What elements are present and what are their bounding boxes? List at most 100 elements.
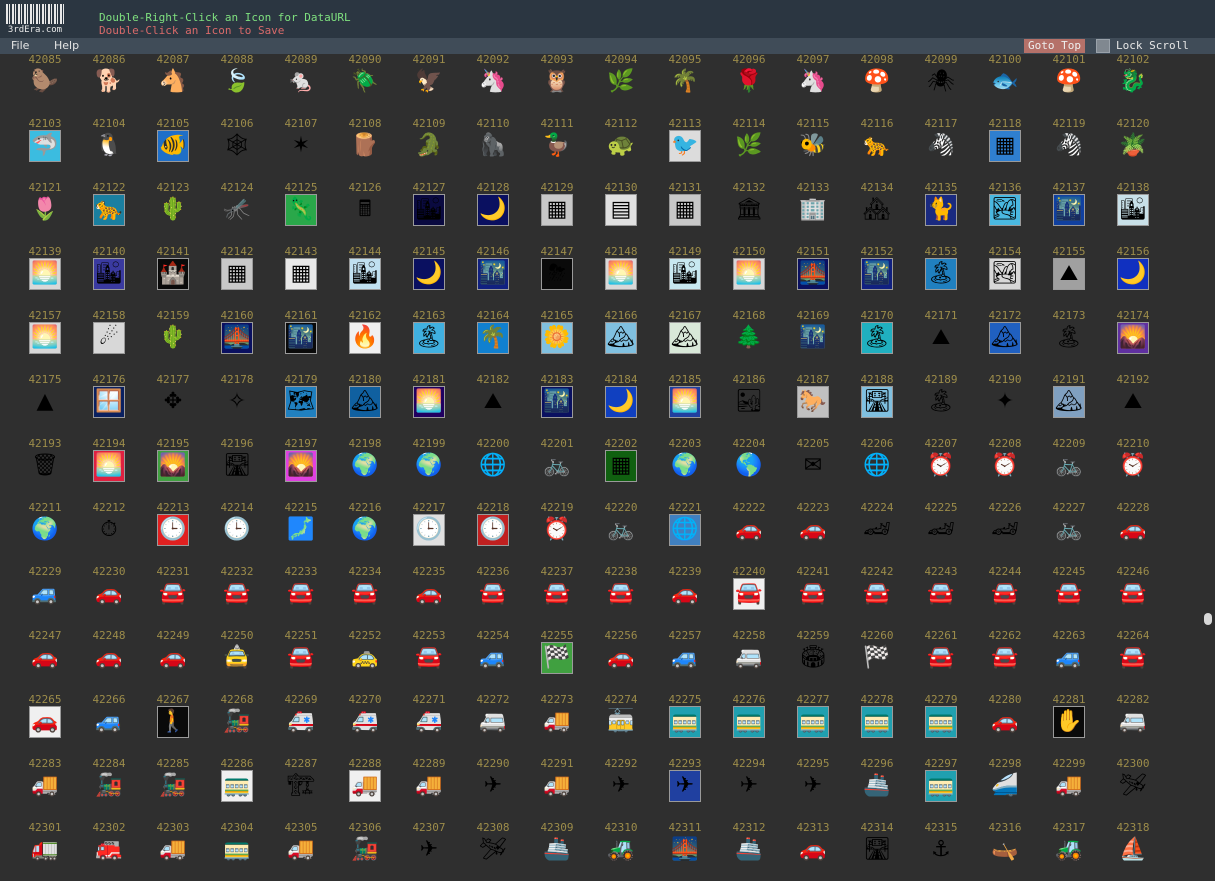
clipart-icon[interactable]: 🗑 bbox=[31, 453, 59, 478]
icon-cell[interactable]: 42228 🚗 bbox=[1101, 502, 1165, 566]
clipart-icon[interactable]: 🚘 bbox=[863, 581, 891, 606]
icon-cell[interactable]: 42244 🚘 bbox=[973, 566, 1037, 630]
icon-cell[interactable]: 42223 🚗 bbox=[781, 502, 845, 566]
clipart-icon[interactable]: 🌿 bbox=[735, 133, 763, 158]
clipart-icon[interactable]: 🏙 bbox=[413, 194, 445, 226]
clipart-icon[interactable]: 🏎 bbox=[991, 517, 1019, 542]
icon-cell[interactable]: 42102 🐉 bbox=[1101, 54, 1165, 118]
clipart-icon[interactable]: 🚃 bbox=[925, 706, 957, 738]
icon-cell[interactable]: 42120 🪴 bbox=[1101, 118, 1165, 182]
icon-cell[interactable]: 42254 🚙 bbox=[461, 630, 525, 694]
clipart-icon[interactable]: 🦈 bbox=[29, 130, 61, 162]
clipart-icon[interactable]: 🚘 bbox=[1055, 581, 1083, 606]
clipart-icon[interactable]: ▦ bbox=[285, 258, 317, 290]
clipart-icon[interactable]: 🚲 bbox=[607, 517, 635, 542]
icon-cell[interactable]: 42089 🐁 bbox=[269, 54, 333, 118]
icon-cell[interactable]: 42299 🚚 bbox=[1037, 758, 1101, 822]
icon-cell[interactable]: 42226 🏎 bbox=[973, 502, 1037, 566]
icon-cell[interactable]: 42183 🌃 bbox=[525, 374, 589, 438]
lock-scroll-checkbox[interactable] bbox=[1096, 39, 1110, 53]
icon-cell[interactable]: 42266 🚙 bbox=[77, 694, 141, 758]
icon-cell[interactable]: 42170 🏝 bbox=[845, 310, 909, 374]
icon-cell[interactable]: 42268 🚂 bbox=[205, 694, 269, 758]
clipart-icon[interactable]: 🕒 bbox=[413, 514, 445, 546]
icon-cell[interactable]: 42190 ✦ bbox=[973, 374, 1037, 438]
icon-cell[interactable]: 42278 🚃 bbox=[845, 694, 909, 758]
icon-cell[interactable]: 42281 ✋ bbox=[1037, 694, 1101, 758]
clipart-icon[interactable]: 🚗 bbox=[799, 837, 827, 862]
clipart-icon[interactable]: ✦ bbox=[995, 389, 1015, 414]
icon-cell[interactable]: 42145 🌙 bbox=[397, 246, 461, 310]
scrollbar-track[interactable] bbox=[1202, 54, 1215, 881]
icon-cell[interactable]: 42117 🦓 bbox=[909, 118, 973, 182]
icon-cell[interactable]: 42177 ✥ bbox=[141, 374, 205, 438]
clipart-icon[interactable]: 🚑 bbox=[351, 709, 379, 734]
clipart-icon[interactable]: 🐦 bbox=[669, 130, 701, 162]
clipart-icon[interactable]: 🕒 bbox=[477, 514, 509, 546]
site-logo[interactable]: 3rdEra.com bbox=[4, 4, 66, 36]
clipart-icon[interactable]: ☄ bbox=[93, 322, 125, 354]
icon-cell[interactable]: 42295 ✈ bbox=[781, 758, 845, 822]
clipart-icon[interactable]: 🏰 bbox=[157, 258, 189, 290]
clipart-icon[interactable]: 🦆 bbox=[543, 133, 571, 158]
clipart-icon[interactable]: ⏰ bbox=[991, 453, 1019, 478]
icon-cell[interactable]: 42191 🏔 bbox=[1037, 374, 1101, 438]
clipart-icon[interactable]: 🌃 bbox=[1053, 194, 1085, 226]
clipart-icon[interactable]: ⚓ bbox=[931, 837, 951, 862]
icon-cell[interactable]: 42131 ▦ bbox=[653, 182, 717, 246]
icon-cell[interactable]: 42126 🖩 bbox=[333, 182, 397, 246]
icon-cell[interactable]: 42237 🚘 bbox=[525, 566, 589, 630]
icon-cell[interactable]: 42275 🚃 bbox=[653, 694, 717, 758]
clipart-icon[interactable]: 🚂 bbox=[223, 709, 251, 734]
clipart-icon[interactable]: 🚢 bbox=[735, 837, 763, 862]
clipart-icon[interactable]: 🏝 bbox=[1055, 325, 1083, 350]
icon-cell[interactable]: 42094 🌿 bbox=[589, 54, 653, 118]
icon-cell[interactable]: 42297 🚃 bbox=[909, 758, 973, 822]
icon-cell[interactable]: 42129 ▦ bbox=[525, 182, 589, 246]
icon-cell[interactable]: 42256 🚗 bbox=[589, 630, 653, 694]
clipart-icon[interactable]: 🚗 bbox=[991, 709, 1019, 734]
clipart-icon[interactable]: ⛰ bbox=[1123, 389, 1143, 414]
icon-cell[interactable]: 42090 🪲 bbox=[333, 54, 397, 118]
icon-cell[interactable]: 42109 🐊 bbox=[397, 118, 461, 182]
icon-cell[interactable]: 42154 🏞 bbox=[973, 246, 1037, 310]
clipart-icon[interactable]: 🏙 bbox=[1117, 194, 1149, 226]
icon-cell[interactable]: 42238 🚘 bbox=[589, 566, 653, 630]
icon-cell[interactable]: 42114 🌿 bbox=[717, 118, 781, 182]
clipart-icon[interactable]: 🌹 bbox=[735, 69, 763, 94]
clipart-icon[interactable]: 🚘 bbox=[991, 645, 1019, 670]
icon-cell[interactable]: 42149 🏙 bbox=[653, 246, 717, 310]
icon-cell[interactable]: 42105 🐠 bbox=[141, 118, 205, 182]
icon-cell[interactable]: 42092 🦄 bbox=[461, 54, 525, 118]
icon-cell[interactable]: 42303 🚚 bbox=[141, 822, 205, 881]
icon-cell[interactable]: 42218 🕒 bbox=[461, 502, 525, 566]
clipart-icon[interactable]: 🚲 bbox=[1055, 453, 1083, 478]
icon-cell[interactable]: 42110 🦍 bbox=[461, 118, 525, 182]
clipart-icon[interactable]: 🌉 bbox=[797, 258, 829, 290]
clipart-icon[interactable]: 🌃 bbox=[285, 322, 317, 354]
icon-cell[interactable]: 42270 🚑 bbox=[333, 694, 397, 758]
icon-cell[interactable]: 42193 🗑 bbox=[13, 438, 77, 502]
clipart-icon[interactable]: ⛰ bbox=[483, 389, 503, 414]
icon-cell[interactable]: 42212 ⏱ bbox=[77, 502, 141, 566]
icon-cell[interactable]: 42125 🦎 bbox=[269, 182, 333, 246]
clipart-icon[interactable]: 🚃 bbox=[221, 770, 253, 802]
clipart-icon[interactable]: 🚘 bbox=[287, 645, 315, 670]
clipart-icon[interactable]: 🏁 bbox=[863, 645, 891, 670]
icon-cell[interactable]: 42091 🦅 bbox=[397, 54, 461, 118]
icon-cell[interactable]: 42086 🐕 bbox=[77, 54, 141, 118]
clipart-icon[interactable]: ⛰ bbox=[931, 325, 951, 350]
clipart-icon[interactable]: 🐎 bbox=[797, 386, 829, 418]
icon-cell[interactable]: 42307 ✈ bbox=[397, 822, 461, 881]
clipart-icon[interactable]: 🏙 bbox=[93, 258, 125, 290]
clipart-icon[interactable]: 🚙 bbox=[31, 581, 59, 606]
icon-cell[interactable]: 42169 🌃 bbox=[781, 310, 845, 374]
clipart-icon[interactable]: 🌷 bbox=[31, 197, 59, 222]
icon-cell[interactable]: 42207 ⏰ bbox=[909, 438, 973, 502]
clipart-icon[interactable]: 🌅 bbox=[93, 450, 125, 482]
icon-cell[interactable]: 42258 🚐 bbox=[717, 630, 781, 694]
clipart-icon[interactable]: ▦ bbox=[541, 194, 573, 226]
clipart-icon[interactable]: 🏝 bbox=[927, 389, 955, 414]
clipart-icon[interactable]: 🦓 bbox=[927, 133, 955, 158]
icon-cell[interactable]: 42095 🌴 bbox=[653, 54, 717, 118]
